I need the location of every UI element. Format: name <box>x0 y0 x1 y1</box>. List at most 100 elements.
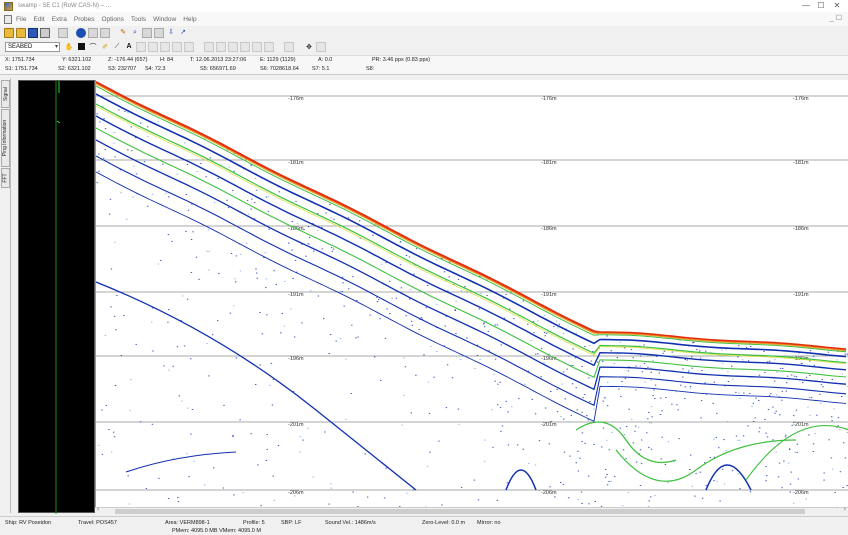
menu-edit[interactable]: Edit <box>33 15 45 23</box>
echo-speckle <box>272 378 274 380</box>
echo-speckle <box>235 357 238 359</box>
disabled-tool-icon[interactable] <box>172 41 182 52</box>
disabled-tool-icon[interactable] <box>228 41 238 52</box>
echo-speckle <box>131 150 133 152</box>
echo-speckle <box>242 492 244 494</box>
disabled-tool-icon[interactable] <box>252 41 262 52</box>
echo-speckle <box>403 357 405 359</box>
echo-speckle <box>101 409 103 411</box>
echogram-canvas[interactable]: -176m -176m -176m -181m -181m -181m -186m -186m… <box>96 80 848 513</box>
save-icon[interactable] <box>28 28 38 38</box>
status-mirror: Mirror: no <box>477 520 501 526</box>
echo-speckle <box>716 412 718 414</box>
disabled-tool-icon[interactable] <box>160 41 170 52</box>
arc-icon[interactable]: ⌒ <box>89 43 97 51</box>
toolbar-separator <box>276 42 282 52</box>
tab-ping-information[interactable]: Ping Information <box>1 109 10 167</box>
sediment-reflector <box>96 103 847 364</box>
chart-icon[interactable]: ↗ <box>180 29 186 36</box>
echo-speckle <box>299 436 301 438</box>
echo-speckle <box>321 248 323 250</box>
disabled-tool-icon[interactable] <box>136 41 146 52</box>
text-tool-icon[interactable]: A <box>126 43 132 50</box>
menu-file[interactable]: File <box>16 15 27 23</box>
close-button[interactable]: ✕ <box>833 1 841 10</box>
echo-speckle <box>378 299 380 300</box>
echo-speckle <box>227 207 230 209</box>
maximize-button[interactable]: ☐ <box>817 1 825 10</box>
brush-icon[interactable]: ✐ <box>102 43 108 51</box>
echo-speckle <box>355 337 357 339</box>
fill-rect-icon[interactable] <box>76 42 86 52</box>
menu-tools[interactable]: Tools <box>130 15 147 23</box>
echo-speckle <box>812 443 815 445</box>
echo-speckle <box>648 500 650 502</box>
disabled-tool-icon[interactable] <box>216 41 226 52</box>
echo-speckle <box>120 192 122 194</box>
move-icon[interactable]: ✥ <box>306 43 312 51</box>
tab-signal[interactable]: Signal <box>1 80 10 108</box>
disabled-tool-icon[interactable] <box>204 41 214 52</box>
zoom-icon[interactable]: ⌕ <box>133 29 137 36</box>
tab-fft[interactable]: FFT <box>1 168 10 188</box>
echo-speckle <box>795 409 798 411</box>
download-icon[interactable]: ⇩ <box>168 29 174 36</box>
echo-speckle <box>753 421 755 422</box>
document-icon[interactable] <box>4 14 12 24</box>
menu-help[interactable]: Help <box>183 15 197 23</box>
echogram-view[interactable]: -176m -176m -176m -181m -181m -181m -186m -186m… <box>95 80 848 513</box>
echo-speckle <box>808 434 810 436</box>
echo-speckle <box>127 149 129 151</box>
disabled-tool-icon[interactable] <box>240 41 250 52</box>
echo-speckle <box>605 468 607 470</box>
echo-speckle <box>548 443 550 445</box>
mdi-restore-icon[interactable]: _ ☐ <box>829 15 842 22</box>
echo-speckle <box>96 182 98 184</box>
print-icon[interactable] <box>40 28 50 38</box>
echo-speckle <box>380 380 382 381</box>
echo-speckle <box>553 326 555 327</box>
echo-speckle <box>635 425 637 427</box>
pencil-icon[interactable]: ✎ <box>120 29 126 36</box>
horizontal-scrollbar[interactable]: ‹ › <box>95 506 848 515</box>
echo-speckle <box>705 350 707 352</box>
disabled-tool-icon[interactable] <box>284 41 294 52</box>
echo-speckle <box>124 110 126 112</box>
menu-options[interactable]: Options <box>101 15 124 23</box>
echo-speckle <box>659 414 662 415</box>
echo-speckle <box>185 453 188 455</box>
disabled-tool-icon[interactable] <box>316 41 326 52</box>
disabled-tool-icon[interactable] <box>264 41 274 52</box>
table-icon[interactable] <box>142 28 152 38</box>
scroll-right-icon[interactable]: › <box>843 506 846 513</box>
scroll-left-icon[interactable]: ‹ <box>97 506 100 513</box>
bookmark-icon[interactable] <box>88 28 98 38</box>
echo-speckle <box>569 455 571 457</box>
echo-speckle <box>492 446 494 448</box>
disabled-tool-icon[interactable] <box>58 28 68 38</box>
toolbar-separator <box>296 42 302 52</box>
line-icon[interactable]: ⟋ <box>114 42 120 50</box>
menu-extra[interactable]: Extra <box>51 15 67 23</box>
echo-speckle <box>261 333 264 335</box>
menu-window[interactable]: Window <box>153 15 177 23</box>
open-recent-icon[interactable] <box>16 28 26 38</box>
channel-select[interactable]: SEABED ▾ <box>5 41 60 52</box>
status-sbp: SBP: LF <box>281 520 302 526</box>
hand-icon[interactable]: ✋ <box>64 43 74 51</box>
layers-icon[interactable] <box>100 28 110 38</box>
info-icon[interactable] <box>76 28 86 38</box>
menu-probes[interactable]: Probes <box>73 15 95 23</box>
echo-speckle <box>712 402 714 404</box>
disabled-tool-icon[interactable] <box>184 41 194 52</box>
minimize-button[interactable]: — <box>802 1 810 10</box>
echo-speckle <box>412 489 414 491</box>
echo-speckle <box>661 410 663 412</box>
open-folder-icon[interactable] <box>4 28 14 38</box>
echo-speckle <box>844 353 846 355</box>
echo-speckle <box>255 384 257 385</box>
grid-icon[interactable] <box>154 28 164 38</box>
disabled-tool-icon[interactable] <box>148 41 158 52</box>
echo-speckle <box>229 312 232 314</box>
scrollbar-thumb[interactable] <box>115 509 805 514</box>
